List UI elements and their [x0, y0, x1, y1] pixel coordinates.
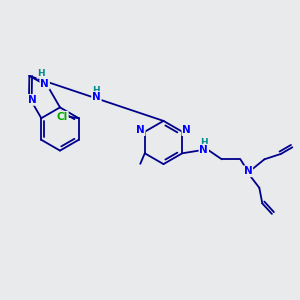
Text: N: N [182, 125, 191, 135]
Text: H: H [93, 85, 100, 94]
Text: Cl: Cl [57, 112, 68, 122]
Text: N: N [92, 92, 101, 102]
Text: N: N [40, 79, 49, 89]
Text: N: N [136, 125, 145, 135]
Text: H: H [200, 138, 208, 147]
Text: H: H [37, 69, 45, 78]
Text: N: N [28, 95, 36, 105]
Text: N: N [200, 145, 208, 155]
Text: N: N [244, 166, 252, 176]
